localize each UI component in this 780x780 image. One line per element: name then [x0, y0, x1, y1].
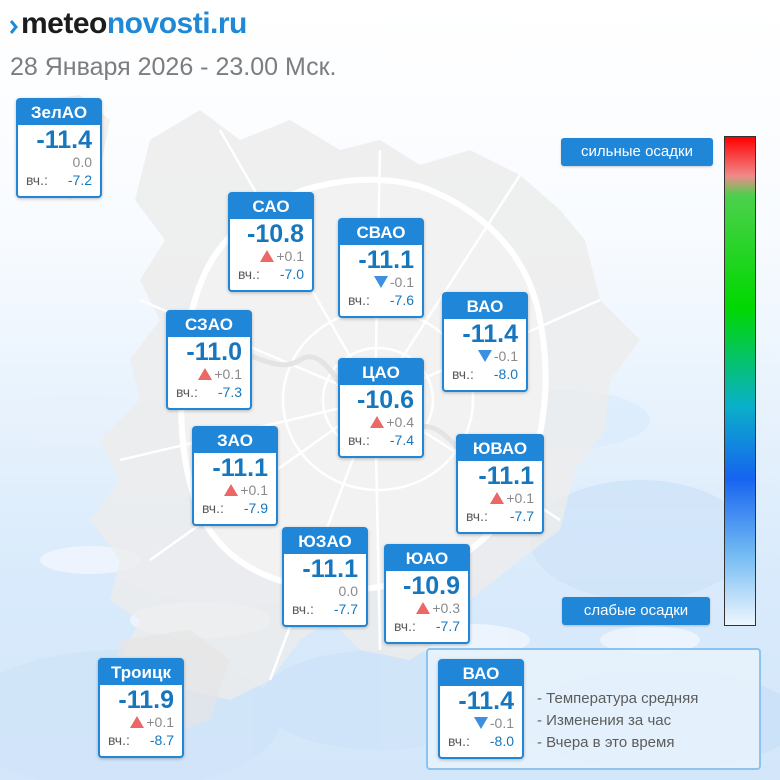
district-temperature: -11.1	[358, 246, 414, 274]
trend-up-icon	[198, 368, 213, 380]
district-temperature: -11.4	[36, 126, 92, 154]
district-card: ЮВАО -11.1 +0.1 вч.: -7.7	[456, 434, 544, 534]
legend-item-hourly-change: - Изменения за час	[537, 712, 672, 729]
date-time-subtitle: 28 Января 2026 - 23.00 Мск.	[10, 53, 337, 81]
site-logo[interactable]: meteonovosti.ru	[10, 4, 247, 44]
district-yesterday: вч.: -7.6	[348, 292, 414, 308]
district-card: ЮАО -10.9 +0.3 вч.: -7.7	[384, 544, 470, 644]
district-hourly-change: -0.1	[444, 348, 526, 364]
district-hourly-change: +0.1	[168, 366, 250, 382]
logo-text-novosti: novosti.ru	[106, 7, 248, 40]
district-hourly-change: +0.1	[458, 490, 542, 506]
district-card: СЗАО -11.0 +0.1 вч.: -7.3	[166, 310, 252, 410]
heavy-precip-label: сильные осадки	[561, 138, 713, 166]
trend-up-icon	[370, 416, 385, 428]
trend-down-icon	[477, 350, 492, 362]
district-name: САО	[230, 194, 312, 219]
district-temperature: -10.6	[357, 386, 414, 414]
district-temperature: -11.0	[186, 338, 242, 366]
district-name: Троицк	[100, 660, 182, 685]
district-yesterday: вч.: -7.4	[348, 432, 414, 448]
district-hourly-change: +0.1	[194, 482, 276, 498]
district-name: ВАО	[444, 294, 526, 319]
district-name: СЗАО	[168, 312, 250, 337]
district-name: ЦАО	[340, 360, 422, 385]
logo-mark-icon	[10, 20, 18, 34]
legend-sample-yesterday: вч.: -8.0	[448, 733, 514, 749]
district-name: ЗелАО	[18, 100, 100, 125]
district-temperature: -11.4	[462, 320, 518, 348]
district-name: СВАО	[340, 220, 422, 245]
district-hourly-change: +0.1	[230, 248, 312, 264]
district-card: СВАО -11.1 -0.1 вч.: -7.6	[338, 218, 424, 318]
trend-up-icon	[416, 602, 431, 614]
district-temperature: -10.8	[247, 220, 304, 248]
district-card: ЗелАО -11.4 0.0 вч.: -7.2	[16, 98, 102, 198]
district-card: ЗАО -11.1 +0.1 вч.: -7.9	[192, 426, 278, 526]
district-hourly-change: 0.0	[338, 583, 358, 599]
district-yesterday: вч.: -7.3	[176, 384, 242, 400]
light-precip-label: слабые осадки	[562, 597, 710, 625]
district-yesterday: вч.: -7.2	[26, 172, 92, 188]
district-temperature: -10.9	[403, 572, 460, 600]
trend-up-icon	[130, 716, 145, 728]
district-name: ЮАО	[386, 546, 468, 571]
legend-sample-change: -0.1	[440, 715, 522, 731]
district-yesterday: вч.: -7.7	[292, 601, 358, 617]
trend-up-icon	[490, 492, 505, 504]
district-temperature: -11.9	[118, 686, 174, 714]
district-yesterday: вч.: -7.7	[466, 508, 534, 524]
district-yesterday: вч.: -8.7	[108, 732, 174, 748]
logo-text-meteo: meteo	[21, 7, 107, 40]
district-hourly-change: +0.1	[100, 714, 182, 730]
legend-sample-temp: -11.4	[458, 687, 514, 715]
district-hourly-change: +0.3	[386, 600, 468, 616]
district-name: ЮВАО	[458, 436, 542, 461]
legend-sample-card: ВАО -11.4 -0.1 вч.: -8.0	[438, 659, 524, 759]
trend-down-icon	[473, 717, 488, 729]
legend-sample-name: ВАО	[440, 661, 522, 686]
district-temperature: -11.1	[302, 555, 358, 583]
district-hourly-change: 0.0	[72, 154, 92, 170]
legend-item-temperature: - Температура средняя	[537, 690, 699, 707]
district-yesterday: вч.: -8.0	[452, 366, 518, 382]
district-temperature: -11.1	[212, 454, 268, 482]
district-hourly-change: +0.4	[340, 414, 422, 430]
district-temperature: -11.1	[478, 462, 534, 490]
district-card: ВАО -11.4 -0.1 вч.: -8.0	[442, 292, 528, 392]
district-yesterday: вч.: -7.7	[394, 618, 460, 634]
trend-down-icon	[373, 276, 388, 288]
district-name: ЗАО	[194, 428, 276, 453]
district-name: ЮЗАО	[284, 529, 366, 554]
trend-up-icon	[260, 250, 275, 262]
district-card: САО -10.8 +0.1 вч.: -7.0	[228, 192, 314, 292]
trend-up-icon	[224, 484, 239, 496]
precipitation-scale-bar	[724, 136, 756, 626]
district-card: Троицк -11.9 +0.1 вч.: -8.7	[98, 658, 184, 758]
district-card: ЮЗАО -11.1 0.0 вч.: -7.7	[282, 527, 368, 627]
district-hourly-change: -0.1	[340, 274, 422, 290]
district-yesterday: вч.: -7.0	[238, 266, 304, 282]
district-card: ЦАО -10.6 +0.4 вч.: -7.4	[338, 358, 424, 458]
legend-item-yesterday: - Вчера в это время	[537, 734, 675, 751]
district-yesterday: вч.: -7.9	[202, 500, 268, 516]
